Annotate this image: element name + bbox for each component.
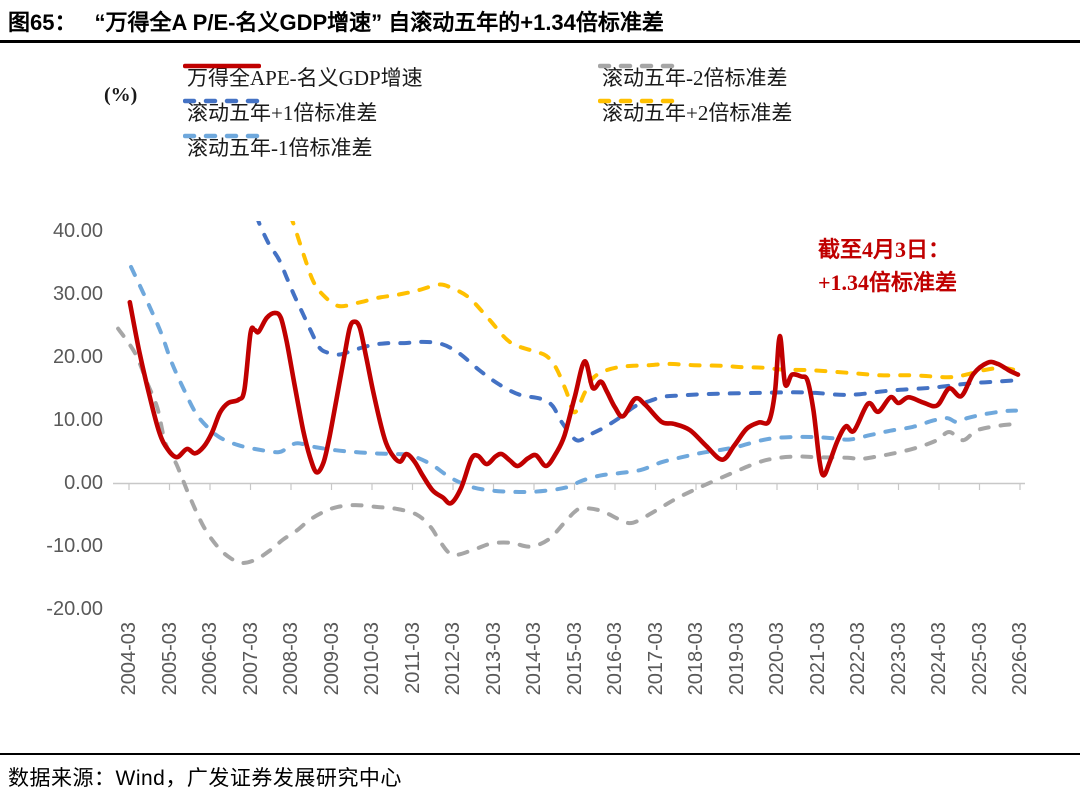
x-axis-tick-label-text: 2015-03 [563,622,586,696]
dashed-line-swatch-icon [183,98,261,104]
dashed-line-swatch-icon [598,63,676,69]
legend-item-4: 滚动五年+2倍标准差 [598,97,792,127]
y-axis-tick-label: 0.00 [64,472,103,494]
figure-title: 图65： “万得全A P/E-名义GDP增速” 自滚动五年的+1.34倍标准差 [8,5,664,37]
x-axis-tick-label-text: 2017-03 [644,622,667,696]
y-axis-tick-label: 10.00 [52,409,103,431]
x-axis-tick-label-text: 2006-03 [199,622,221,696]
dashed-line-swatch-icon [183,133,261,139]
solid-line-swatch-icon [183,63,261,69]
x-axis-tick-label-text: 2026-03 [1009,622,1031,696]
x-axis-tick-label-text: 2010-03 [361,622,383,696]
x-axis-tick-label-text: 2016-03 [604,622,626,696]
x-axis-ticks [128,483,1021,490]
x-axis-tick-label-text: 2022-03 [847,622,869,696]
legend-item-0: 万得全APE-名义GDP增速 [183,62,423,92]
x-axis-tick-label-text: 2019-03 [725,622,748,696]
legend-item-label: 滚动五年-2倍标准差 [602,66,788,90]
legend-item-label: 滚动五年-1倍标准差 [187,136,373,160]
x-axis-tick-label-text: 2013-03 [482,622,505,696]
x-axis-tick-label-text: 2007-03 [239,622,262,696]
series-line-3 [116,326,1018,566]
series-line-4 [290,221,1018,415]
x-axis-tick-label-text: 2021-03 [806,622,829,696]
y-axis-tick-label: 20.00 [52,346,103,368]
title-divider [0,40,1080,43]
legend-item-label: 滚动五年+1倍标准差 [187,101,378,125]
y-axis-tick-label: 30.00 [52,283,103,305]
annotation-line-1: 截至4月3日： [818,237,951,262]
x-axis-tick-label-text: 2023-03 [887,622,910,696]
x-axis-tick-label-text: 2004-03 [118,622,140,696]
figure-title-text: “万得全A P/E-名义GDP增速” 自滚动五年的+1.34倍标准差 [94,10,664,35]
series-line-1 [256,221,1018,443]
dashed-line-swatch-icon [598,98,676,104]
legend-item-3: 滚动五年-2倍标准差 [598,62,788,92]
x-axis-tick-label-text: 2008-03 [280,622,302,696]
x-axis-tick-label-text: 2012-03 [442,622,464,696]
figure-number: 图65： [8,10,77,35]
y-axis-unit-label: (%) [104,84,138,106]
series-line-2 [129,264,1018,494]
legend-item-1: 滚动五年+1倍标准差 [183,97,377,127]
series-line-0 [127,299,1021,506]
y-axis-tick-label: 40.00 [52,220,103,242]
x-axis-tick-label-text: 2020-03 [766,622,788,696]
x-axis-tick-label-text: 2024-03 [928,622,950,696]
y-axis-tick-label: -10.00 [46,535,103,557]
x-axis-tick-label-text: 2018-03 [685,622,707,696]
legend-item-2: 滚动五年-1倍标准差 [183,132,373,162]
x-axis-tick-label-text: 2011-03 [401,622,424,694]
x-axis-tick-label-text: 2005-03 [158,622,181,696]
legend-item-label: 滚动五年+2倍标准差 [602,101,793,125]
x-axis-tick-label-text: 2025-03 [968,622,991,696]
x-axis-tick-label-text: 2009-03 [320,622,343,696]
y-axis-tick-label: -20.00 [46,598,103,620]
footer-divider [0,753,1080,755]
x-axis-tick-label-text: 2014-03 [523,622,545,696]
legend-item-label: 万得全APE-名义GDP增速 [187,66,423,90]
annotation-line-2: +1.34倍标准差 [818,270,958,295]
data-source: 数据来源：Wind，广发证券发展研究中心 [8,767,402,790]
annotation-callout: 截至4月3日： +1.34倍标准差 [818,233,957,299]
